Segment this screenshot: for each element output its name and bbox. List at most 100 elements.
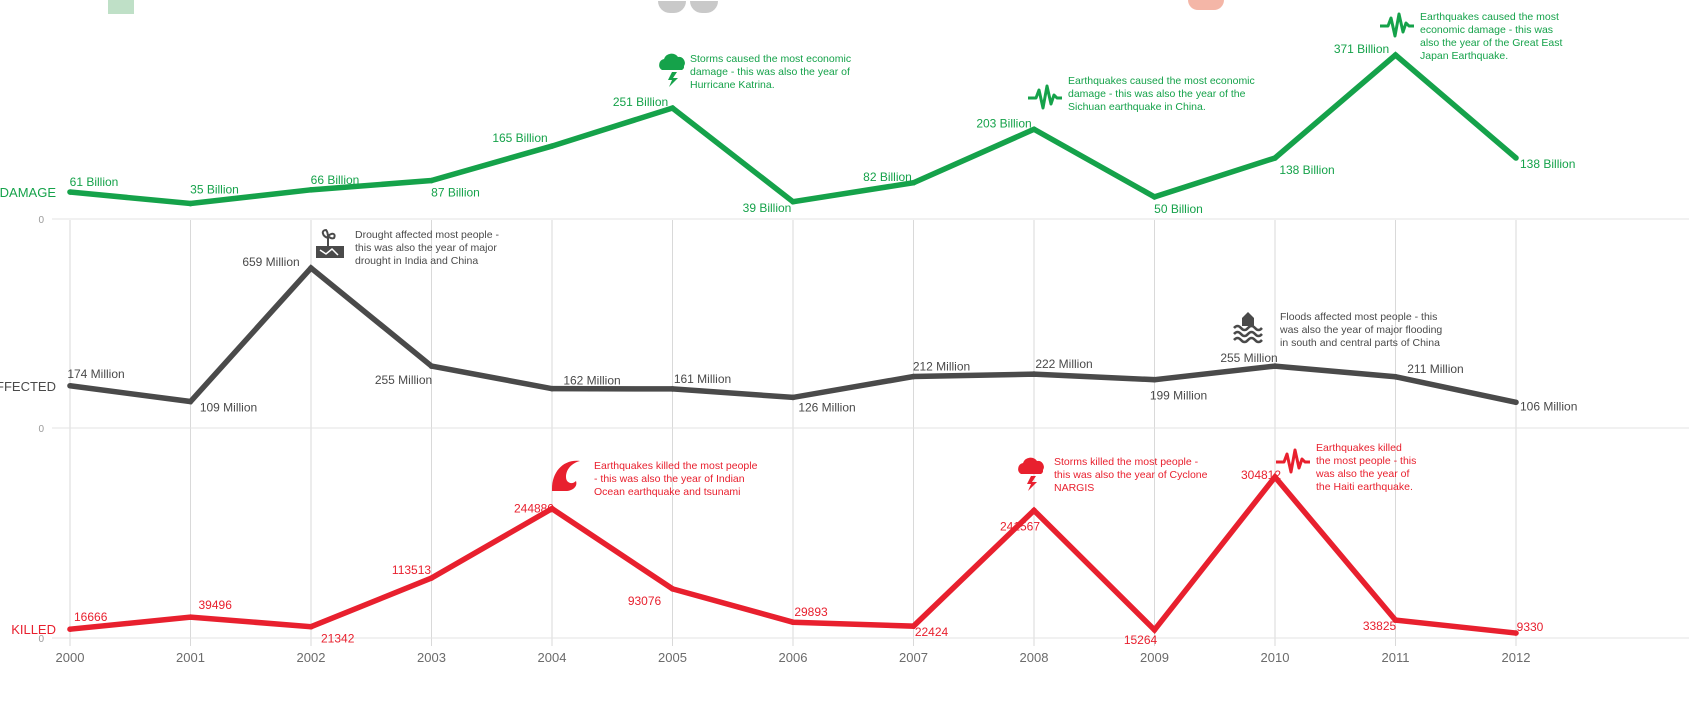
data-point xyxy=(1151,194,1158,200)
data-label: 21342 xyxy=(321,632,355,646)
seismograph-icon xyxy=(1028,84,1062,110)
data-label: 255 Million xyxy=(375,373,432,387)
annotation-text: Earthquakes caused the most xyxy=(1420,11,1559,23)
data-point xyxy=(1031,507,1037,514)
zero-tick-label: 0 xyxy=(38,215,44,226)
data-label: 109 Million xyxy=(200,401,257,415)
data-label: 9330 xyxy=(1517,620,1544,634)
data-point xyxy=(308,187,314,193)
annotation: Earthquakes caused the most economicdama… xyxy=(1028,75,1255,113)
x-tick-label: 2007 xyxy=(899,650,928,665)
data-point xyxy=(1392,373,1399,380)
header-decoration-gray xyxy=(658,0,722,13)
data-label: 203 Billion xyxy=(976,116,1031,130)
annotation-text: this was also the year of major xyxy=(355,242,497,254)
x-tick-label: 2003 xyxy=(417,650,446,665)
annotation-text: Earthquakes caused the most economic xyxy=(1068,75,1255,87)
data-point xyxy=(549,143,555,149)
x-tick-label: 2011 xyxy=(1382,650,1410,665)
data-point xyxy=(669,586,676,592)
data-point xyxy=(669,386,676,392)
data-label: 15264 xyxy=(1124,633,1158,647)
data-point xyxy=(790,394,796,401)
x-axis: 2000 2001 2002 2003 2004 2005 2006 2007 2008 2009… xyxy=(56,650,1531,665)
annotation-text: damage - this was also the year of xyxy=(690,66,850,78)
data-label: 87 Billion xyxy=(431,186,480,200)
x-tick-label: 2008 xyxy=(1020,650,1049,665)
annotation-text: was also the year of major flooding xyxy=(1279,324,1442,336)
annotation-text: was also the year of xyxy=(1315,468,1409,480)
data-point xyxy=(187,614,194,620)
annotation: Earthquakes killed the most people- this… xyxy=(552,460,758,498)
data-label: 212 Million xyxy=(913,360,970,374)
annotation-text: the Haiti earthquake. xyxy=(1316,481,1413,493)
seismograph-icon xyxy=(1380,12,1414,38)
data-label: 251 Billion xyxy=(613,95,668,109)
data-label: 29893 xyxy=(794,605,828,619)
panel-label: KILLED xyxy=(11,622,56,637)
annotation-text: the most people - this xyxy=(1316,455,1416,467)
data-point xyxy=(1513,399,1519,406)
annotation-text: Earthquakes killed xyxy=(1316,442,1402,454)
data-label: 161 Million xyxy=(674,372,731,386)
data-label: 174 Million xyxy=(67,367,124,381)
data-point xyxy=(1031,126,1037,133)
panel-label: DAMAGE xyxy=(0,185,56,200)
data-point xyxy=(1272,474,1278,480)
data-point xyxy=(1151,376,1158,383)
year-gridlines xyxy=(69,220,1517,646)
x-tick-label: 2001 xyxy=(176,650,205,665)
data-label: 50 Billion xyxy=(1154,202,1203,216)
data-label: 35 Billion xyxy=(190,183,239,197)
data-point xyxy=(67,189,73,195)
storm-cloud-icon xyxy=(659,53,685,87)
data-label: 162 Million xyxy=(563,374,620,388)
data-label: 82 Billion xyxy=(863,170,912,184)
data-point xyxy=(308,623,314,630)
data-point xyxy=(910,623,917,629)
data-point xyxy=(1272,155,1278,161)
data-label: 22424 xyxy=(915,625,949,639)
annotation-text: Hurricane Katrina. xyxy=(690,79,775,91)
annotation-text: in south and central parts of China xyxy=(1280,337,1440,349)
data-point xyxy=(1513,155,1519,161)
data-point xyxy=(549,505,555,512)
storm-cloud-icon xyxy=(1018,457,1044,491)
data-label: 241567 xyxy=(1000,519,1040,533)
annotation-text: Storms killed the most people - xyxy=(1054,456,1199,468)
data-label: 138 Billion xyxy=(1279,163,1334,177)
header-decoration-green xyxy=(108,0,134,14)
annotation-text: Drought affected most people - xyxy=(355,229,499,241)
annotation-text: also the year of the Great East xyxy=(1420,37,1562,49)
data-point xyxy=(187,200,194,207)
data-label: 659 Million xyxy=(242,255,299,269)
data-label: 255 Million xyxy=(1220,351,1277,365)
data-point xyxy=(67,382,73,389)
x-tick-label: 2010 xyxy=(1261,650,1290,665)
annotation-text: Japan Earthquake. xyxy=(1420,50,1508,62)
data-label: 304812 xyxy=(1241,468,1281,482)
data-point xyxy=(1392,617,1399,623)
header-decoration-orange xyxy=(1188,0,1224,10)
annotation-text: Storms caused the most economic xyxy=(690,53,851,65)
data-point xyxy=(910,179,917,186)
data-point xyxy=(428,363,435,369)
data-point xyxy=(1272,363,1278,369)
data-point xyxy=(910,373,917,380)
data-point xyxy=(428,575,435,581)
flood-icon xyxy=(1233,312,1263,344)
annotation-text: Floods affected most people - this xyxy=(1280,311,1437,323)
seismograph-icon xyxy=(1276,448,1310,474)
wave-icon xyxy=(552,460,580,491)
data-label: 126 Million xyxy=(798,400,855,414)
data-label: 39496 xyxy=(199,598,233,612)
x-tick-label: 2009 xyxy=(1140,650,1169,665)
drought-icon xyxy=(316,228,344,258)
data-label: 165 Billion xyxy=(492,131,547,145)
